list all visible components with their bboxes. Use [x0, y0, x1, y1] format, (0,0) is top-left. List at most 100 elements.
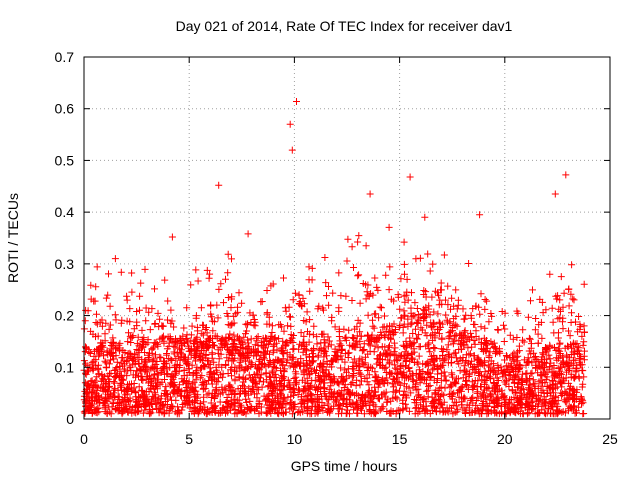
data-point	[353, 376, 361, 384]
data-point	[148, 346, 156, 354]
data-point	[482, 341, 490, 349]
data-point	[432, 354, 440, 362]
data-point	[409, 371, 417, 379]
data-point	[205, 274, 213, 282]
data-point	[300, 362, 308, 370]
data-point	[262, 396, 270, 404]
data-point	[458, 345, 466, 353]
data-point	[267, 390, 275, 397]
data-point	[494, 394, 502, 402]
data-point	[404, 322, 412, 330]
data-point	[252, 334, 260, 342]
data-point	[448, 354, 455, 362]
data-point	[435, 330, 443, 338]
data-point	[401, 270, 408, 278]
data-point	[581, 328, 588, 336]
data-point	[542, 359, 550, 367]
data-point	[401, 311, 409, 319]
data-point	[499, 369, 507, 377]
data-point	[295, 386, 303, 394]
data-point	[493, 374, 501, 382]
data-point	[386, 370, 393, 378]
data-point	[355, 232, 363, 240]
data-point	[345, 388, 353, 396]
data-point	[442, 296, 449, 304]
data-point	[133, 308, 141, 315]
data-point	[110, 378, 118, 386]
data-point	[428, 366, 436, 374]
data-point	[162, 383, 170, 391]
data-point	[565, 379, 573, 387]
data-point	[86, 350, 94, 357]
data-point	[485, 361, 493, 369]
data-point	[385, 286, 393, 294]
data-point	[309, 353, 316, 361]
data-point	[377, 351, 384, 359]
data-point	[322, 366, 330, 374]
data-point	[187, 337, 195, 345]
data-point	[309, 331, 317, 339]
data-point	[143, 395, 151, 403]
data-point	[297, 400, 305, 408]
data-point	[336, 402, 344, 410]
data-point	[263, 287, 271, 294]
data-point	[382, 363, 390, 371]
data-point	[349, 379, 357, 386]
data-point	[323, 357, 331, 365]
data-point	[371, 409, 379, 417]
data-point	[460, 328, 468, 336]
data-point	[124, 356, 132, 364]
data-point	[170, 323, 178, 331]
x-tick-label: 10	[287, 431, 303, 447]
data-point	[474, 355, 482, 363]
data-point	[95, 392, 103, 400]
data-point	[420, 306, 428, 314]
data-point	[302, 392, 310, 400]
data-point	[417, 401, 425, 409]
data-point	[486, 399, 494, 407]
data-point	[219, 404, 227, 412]
data-point	[323, 292, 330, 300]
data-point	[343, 395, 351, 403]
data-point	[390, 350, 398, 358]
data-point	[470, 362, 478, 370]
data-point	[424, 358, 432, 366]
data-point	[112, 373, 119, 381]
data-point	[386, 342, 393, 350]
data-point	[483, 372, 491, 380]
data-point	[532, 353, 539, 360]
data-point	[387, 334, 394, 342]
data-point	[579, 341, 587, 349]
data-point	[139, 338, 147, 345]
data-point	[430, 319, 438, 327]
data-point	[431, 361, 439, 369]
data-point	[350, 355, 358, 363]
data-point	[161, 398, 169, 405]
data-point	[413, 358, 421, 366]
data-point	[464, 385, 472, 393]
data-point	[213, 301, 221, 309]
data-point	[148, 363, 156, 371]
data-point	[409, 330, 417, 337]
data-point	[349, 358, 357, 366]
data-point	[386, 322, 393, 330]
data-point	[324, 333, 332, 341]
data-point	[247, 387, 255, 395]
data-point	[436, 319, 444, 327]
data-point	[376, 406, 384, 414]
data-point	[501, 356, 508, 364]
data-point	[353, 409, 361, 417]
data-point	[524, 354, 532, 362]
data-point	[374, 286, 382, 294]
data-point	[423, 310, 430, 318]
data-point	[359, 280, 367, 287]
data-point	[191, 383, 199, 391]
data-point	[543, 383, 551, 390]
data-point	[416, 254, 424, 262]
data-point	[537, 396, 545, 404]
data-point	[490, 367, 498, 375]
data-point	[159, 322, 167, 330]
data-point	[427, 319, 435, 327]
data-point	[272, 374, 280, 382]
data-point	[124, 408, 132, 416]
